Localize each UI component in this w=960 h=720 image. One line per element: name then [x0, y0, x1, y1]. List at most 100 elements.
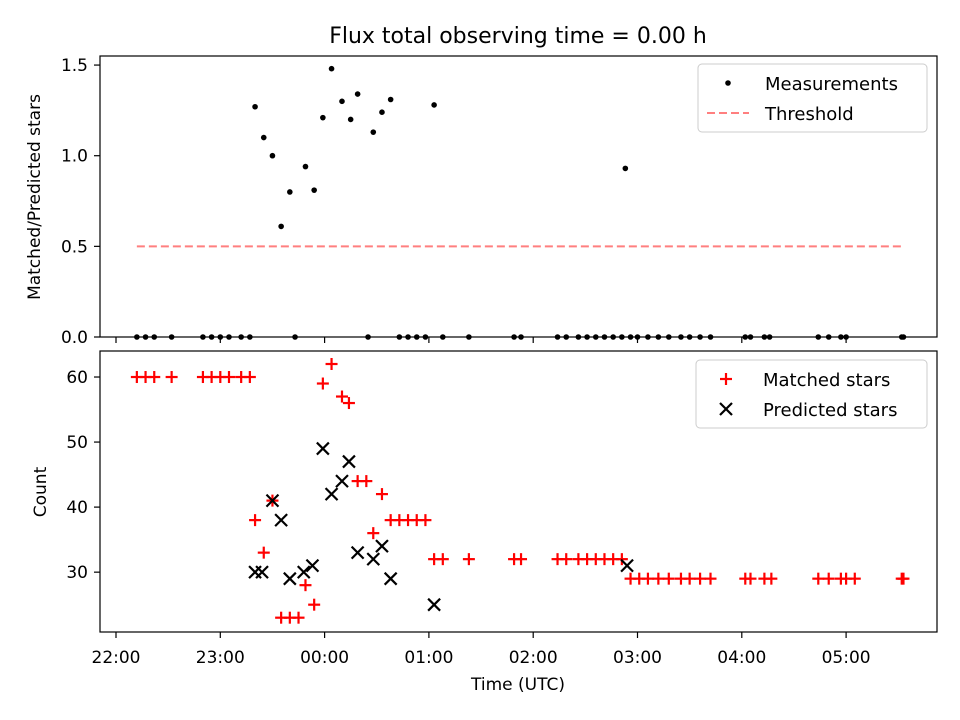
measurements-point [252, 103, 258, 110]
matched-stars-point [765, 572, 778, 585]
matched-stars-point [812, 572, 825, 585]
predicted-stars-point [335, 474, 349, 488]
predicted-stars-point [427, 597, 441, 612]
matched-stars-point [560, 553, 573, 566]
matched-stars-point [316, 377, 329, 390]
bottom-marks [130, 358, 910, 624]
legend-predicted-label: Predicted stars [763, 400, 897, 421]
measurements-point [269, 152, 276, 159]
x-tick-label: 04:00 [717, 648, 766, 668]
y-tick-label: 0.5 [61, 237, 88, 257]
x-axis-label: Time (UTC) [470, 675, 565, 695]
matched-stars-point [704, 572, 717, 585]
legend-threshold-label: Threshold [764, 104, 854, 125]
measurements-point [302, 163, 309, 170]
matched-stars-point [744, 572, 757, 585]
measurements-point [347, 116, 354, 123]
measurements-point [622, 165, 629, 172]
matched-stars-point [249, 514, 262, 527]
y-tick-label: 60 [66, 368, 88, 388]
bottom-legend-box [695, 359, 928, 429]
y-tick-label: 0.0 [61, 328, 88, 348]
measurements-point [379, 109, 385, 115]
matched-stars-point [360, 475, 373, 488]
top-y-axis-label: Matched/Predicted stars [25, 94, 45, 300]
x-tick-label: 22:00 [92, 648, 141, 668]
bottom-y-ticks: 30 40 50 60 [66, 368, 100, 583]
bottom-y-axis-label: Count [31, 466, 51, 517]
matched-stars-point [462, 553, 475, 566]
legend-measurements-label: Measurements [765, 74, 898, 95]
predicted-stars-point [342, 454, 356, 469]
measurements-point [431, 102, 437, 108]
measurements-point [387, 96, 394, 103]
predicted-stars-point [283, 571, 297, 586]
matched-stars-point [165, 371, 178, 384]
x-tick-label: 00:00 [300, 648, 349, 668]
chart-title: Flux total observing time = 0.00 h [329, 24, 707, 49]
y-tick-label: 1.5 [61, 56, 88, 76]
measurements-point [287, 189, 293, 195]
predicted-stars-point [296, 565, 311, 579]
predicted-stars-point [324, 487, 339, 501]
top-axes-frame [99, 55, 938, 338]
predicted-stars-point [383, 571, 398, 586]
matched-stars-point [367, 527, 380, 540]
matched-stars-point [683, 572, 696, 585]
measurements-point [278, 223, 284, 230]
matched-stars-point [243, 371, 256, 384]
matched-stars-point [342, 397, 355, 410]
matched-stars-point [662, 572, 675, 585]
matched-stars-point [652, 572, 665, 585]
predicted-stars-point [350, 545, 365, 560]
top-panel: 0.0 0.5 1.0 1.5 Matched/Predicted stars Mea… [25, 55, 938, 348]
measurements-point [354, 91, 361, 97]
legend-measurements-marker [725, 80, 731, 86]
predicted-stars-point [375, 539, 389, 553]
measurements-point [339, 98, 345, 105]
matched-stars-point [335, 390, 348, 403]
legend-predicted-marker [719, 402, 733, 416]
legend-matched-marker [720, 373, 732, 385]
matched-stars-point [848, 572, 861, 585]
top-legend: Measurements Threshold [697, 63, 928, 133]
measurements-point [370, 129, 377, 135]
measurements-point [311, 187, 317, 193]
matched-stars-point [375, 488, 388, 501]
bottom-axes-frame [99, 350, 938, 633]
y-tick-label: 50 [66, 433, 88, 453]
predicted-stars-point [265, 493, 280, 508]
x-tick-label: 23:00 [196, 648, 245, 668]
predicted-stars-point [255, 565, 269, 579]
top-legend-box [697, 63, 928, 133]
x-tick-label: 03:00 [613, 648, 662, 668]
measurements-point [260, 134, 267, 141]
y-tick-label: 40 [66, 498, 88, 518]
matched-stars-point [822, 572, 835, 585]
predicted-stars-point [316, 441, 330, 456]
matched-stars-point [641, 572, 654, 585]
predicted-stars-point [366, 552, 381, 566]
predicted-stars-point [620, 558, 634, 573]
measurements-point [320, 114, 326, 121]
matched-stars-point [897, 572, 910, 585]
bottom-panel: 30 40 50 60 22:00 23:00 00:00 01:00 02:00 03:00 0… [31, 350, 938, 695]
matched-stars-point [148, 371, 161, 384]
predicted-stars-point [305, 558, 320, 573]
x-tick-label: 02:00 [509, 648, 558, 668]
matched-stars-point [419, 514, 432, 527]
y-tick-label: 1.0 [61, 147, 88, 167]
bottom-legend: Matched stars Predicted stars [695, 359, 928, 429]
matched-stars-point [325, 358, 338, 371]
matched-stars-point [308, 598, 321, 611]
matched-stars-point [222, 371, 235, 384]
y-tick-label: 30 [66, 563, 88, 583]
top-y-ticks: 0.0 0.5 1.0 1.5 [61, 56, 100, 348]
matched-stars-point [292, 611, 305, 624]
matched-stars-point [299, 579, 312, 592]
measurements-point [328, 65, 335, 72]
bottom-x-ticks: 22:00 23:00 00:00 01:00 02:00 03:00 04:00 05:00 [92, 632, 871, 668]
top-x-ticks [115, 337, 847, 343]
matched-stars-point [515, 553, 528, 566]
